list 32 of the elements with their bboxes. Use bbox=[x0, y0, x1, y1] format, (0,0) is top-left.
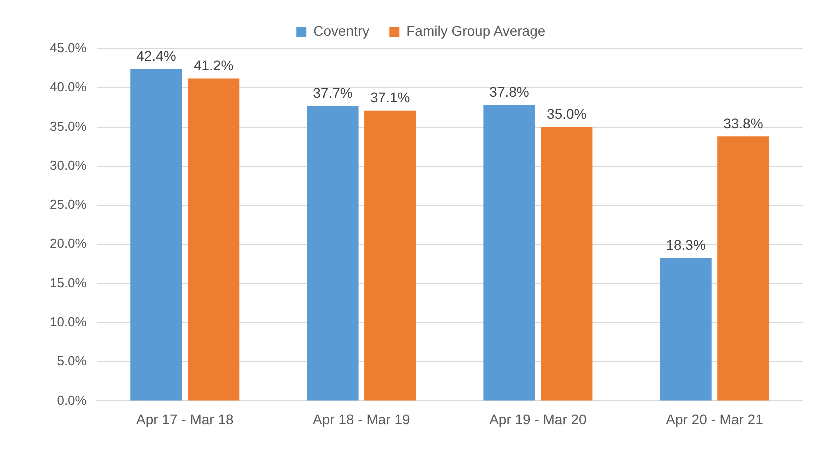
data-label: 18.3% bbox=[666, 236, 706, 253]
y-tick-label: 10.0% bbox=[50, 314, 88, 330]
data-label: 35.0% bbox=[547, 106, 587, 122]
y-tick-label: 45.0% bbox=[50, 40, 88, 56]
bar bbox=[541, 127, 593, 401]
bar bbox=[130, 69, 182, 401]
bar bbox=[364, 110, 416, 401]
y-tick-label: 40.0% bbox=[50, 80, 88, 95]
data-label: 37.7% bbox=[313, 84, 353, 101]
data-label: 33.8% bbox=[724, 116, 764, 132]
x-tick-label: Apr 18 - Mar 19 bbox=[313, 411, 411, 428]
bar bbox=[188, 78, 240, 401]
y-tick-label: 0.0% bbox=[57, 392, 88, 408]
y-tick-label: 30.0% bbox=[50, 158, 88, 173]
legend-label: Coventry bbox=[314, 22, 370, 39]
legend-label: Family Group Average bbox=[406, 22, 546, 39]
data-label: 37.1% bbox=[370, 90, 410, 106]
bar bbox=[660, 258, 712, 401]
x-tick-label: Apr 19 - Mar 20 bbox=[490, 411, 588, 428]
data-label: 37.8% bbox=[490, 84, 530, 100]
y-tick-label: 35.0% bbox=[50, 118, 88, 134]
bar bbox=[307, 106, 359, 401]
y-tick-label: 5.0% bbox=[57, 354, 88, 369]
x-tick-label: Apr 20 - Mar 21 bbox=[666, 411, 764, 428]
bar bbox=[484, 105, 536, 401]
data-label: 41.2% bbox=[194, 58, 234, 74]
y-tick-label: 15.0% bbox=[50, 275, 88, 290]
data-label: 42.4% bbox=[136, 48, 176, 64]
y-tick-label: 25.0% bbox=[50, 197, 88, 212]
bar bbox=[718, 136, 770, 401]
x-tick-label: Apr 17 - Mar 18 bbox=[136, 411, 234, 428]
y-tick-label: 20.0% bbox=[50, 236, 88, 252]
